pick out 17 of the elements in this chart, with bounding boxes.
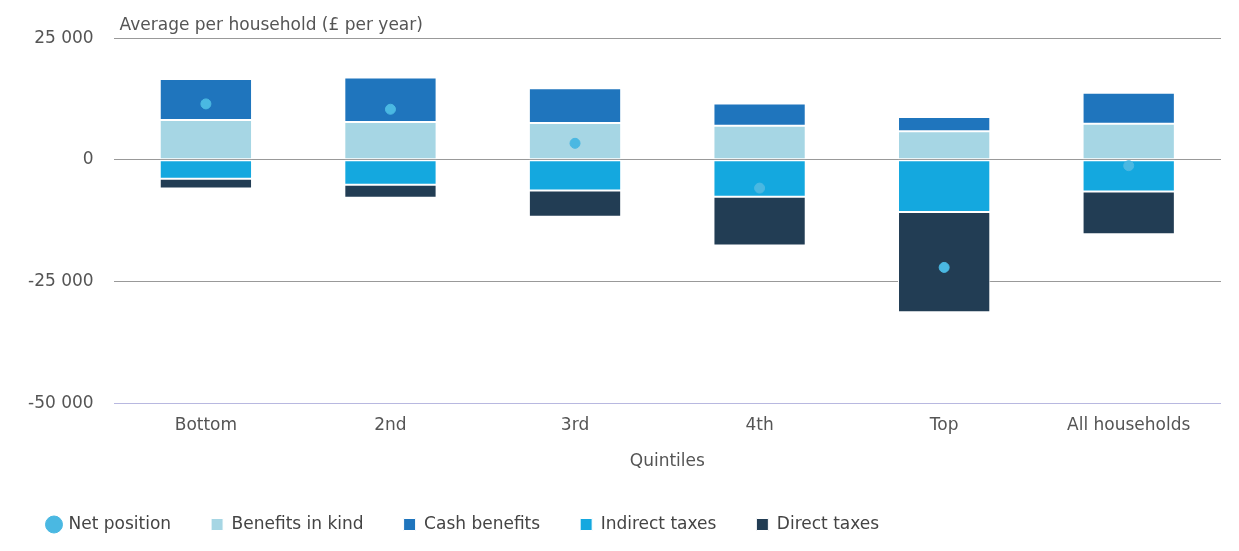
x-axis-title: Quintiles — [629, 450, 705, 471]
x-tick-label: 2nd — [374, 413, 407, 434]
x-tick-label: All households — [1067, 413, 1191, 434]
x-tick-label: 4th — [745, 413, 774, 434]
legend-label: Indirect taxes — [600, 512, 717, 533]
y-tick-label: 25 000 — [34, 26, 94, 47]
legend-label: Net position — [68, 512, 172, 533]
x-tick-label: 3rd — [560, 413, 590, 434]
y-tick-label: 0 — [82, 148, 94, 169]
y-tick-label: -25 000 — [27, 269, 94, 290]
legend-label: Direct taxes — [776, 512, 880, 533]
legend-label: Benefits in kind — [231, 512, 364, 533]
y-axis-title: Average per household (£ per year) — [119, 14, 423, 35]
y-tick-label: -50 000 — [27, 391, 94, 412]
legend-label: Cash benefits — [424, 512, 541, 533]
x-tick-label: Top — [928, 413, 959, 434]
x-tick-label: Bottom — [174, 413, 238, 434]
